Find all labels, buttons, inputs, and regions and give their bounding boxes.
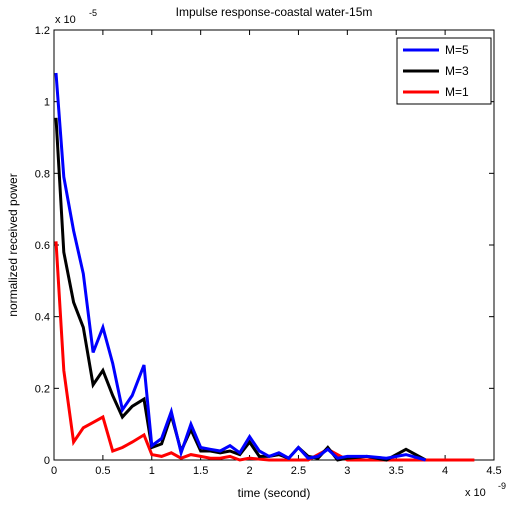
x-tick-label: 4 — [442, 465, 448, 477]
x-axis-multiplier: x 10 -9 — [465, 481, 506, 499]
x-tick-label: 0.5 — [95, 465, 110, 477]
x-tick-label: 1 — [149, 465, 155, 477]
legend-label: M=1 — [445, 85, 469, 99]
x-tick-label: 4.5 — [486, 465, 501, 477]
series-line-m-1 — [54, 241, 475, 462]
series-layer — [54, 72, 475, 462]
y-tick-label: 1.2 — [35, 25, 50, 37]
x-tick-label: 2 — [246, 465, 252, 477]
x-multiplier-base: x 10 — [465, 487, 486, 499]
series-line-m-5 — [54, 72, 426, 462]
x-tick-label: 3 — [344, 465, 350, 477]
x-tick-label: 0 — [51, 465, 57, 477]
y-tick-label: 0 — [44, 455, 50, 467]
y-axis-multiplier: x 10 -5 — [55, 8, 97, 26]
y-tick-label: 0.8 — [35, 168, 50, 180]
x-tick-label: 1.5 — [193, 465, 208, 477]
y-axis-label: normalized received power — [6, 173, 20, 316]
legend-label: M=3 — [445, 64, 469, 78]
y-tick-label: 0.6 — [35, 240, 50, 252]
legend-label: M=5 — [445, 43, 469, 57]
chart-title: Impulse response-coastal water-15m — [176, 5, 373, 19]
x-axis-label: time (second) — [238, 486, 311, 500]
y-multiplier-base: x 10 — [55, 14, 76, 26]
y-axis-ticks: 0 0.2 0.4 0.6 0.8 1 1.2 — [35, 25, 494, 467]
x-tick-label: 2.5 — [291, 465, 306, 477]
legend: M=5 M=3 M=1 — [396, 37, 492, 105]
y-multiplier-exponent: -5 — [89, 8, 97, 18]
y-tick-label: 0.4 — [35, 312, 50, 324]
x-multiplier-exponent: -9 — [498, 481, 506, 491]
y-tick-label: 1 — [44, 97, 50, 109]
x-tick-label: 3.5 — [389, 465, 404, 477]
y-tick-label: 0.2 — [35, 383, 50, 395]
